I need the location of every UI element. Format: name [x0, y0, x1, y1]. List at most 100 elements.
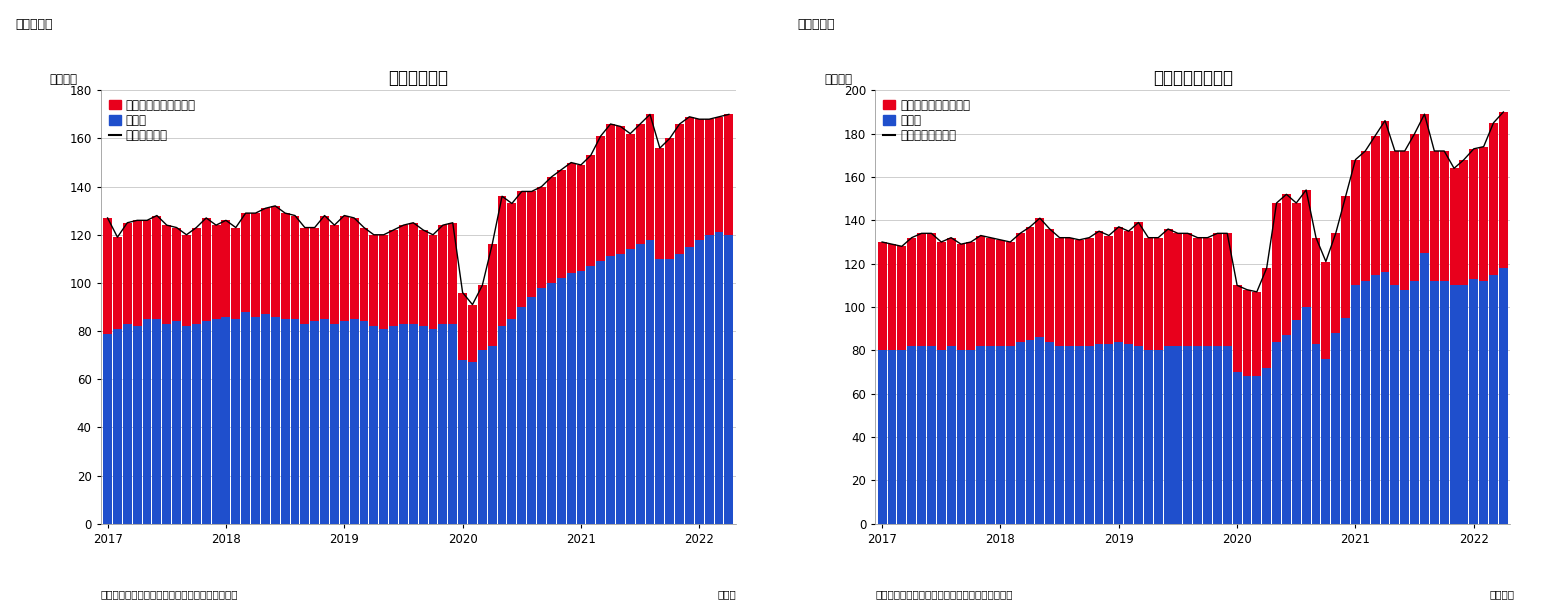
Bar	[1430, 151, 1439, 281]
Bar	[409, 324, 418, 524]
Bar	[459, 360, 468, 524]
Bar	[1391, 285, 1399, 524]
Bar	[113, 237, 122, 329]
Bar	[231, 228, 240, 319]
Bar	[1005, 242, 1015, 346]
Bar	[350, 319, 358, 524]
Bar	[1380, 272, 1389, 524]
Bar	[606, 256, 615, 524]
Bar	[1253, 376, 1261, 524]
Bar	[479, 350, 486, 524]
Bar	[725, 235, 733, 524]
Bar	[1341, 318, 1351, 524]
Bar	[380, 235, 389, 329]
Bar	[1154, 238, 1163, 350]
Bar	[1163, 346, 1173, 524]
Bar	[459, 293, 468, 360]
Bar	[596, 136, 606, 261]
Bar	[1242, 290, 1252, 376]
Bar	[1025, 340, 1035, 524]
Bar	[705, 119, 714, 235]
Bar	[508, 203, 516, 319]
Bar	[438, 225, 448, 324]
Bar	[1351, 285, 1360, 524]
Bar	[705, 235, 714, 524]
Bar	[1134, 346, 1143, 524]
Bar	[122, 324, 132, 524]
Bar	[556, 170, 565, 278]
Bar	[183, 326, 191, 524]
Bar	[1479, 147, 1489, 281]
Bar	[517, 307, 527, 524]
Bar	[133, 326, 141, 524]
Legend: 集合住宅（二戸以上）, 戸建て, 住宅建築許可件数: 集合住宅（二戸以上）, 戸建て, 住宅建築許可件数	[881, 96, 973, 144]
Bar	[567, 163, 576, 273]
Bar	[1075, 240, 1084, 346]
Bar	[967, 242, 976, 350]
Bar	[1095, 231, 1103, 344]
Bar	[1362, 281, 1369, 524]
Text: （図表２）: （図表２）	[798, 18, 835, 31]
Bar	[587, 266, 595, 524]
Bar	[1233, 372, 1242, 524]
Bar	[1104, 344, 1114, 524]
Bar	[1233, 285, 1242, 372]
Bar	[917, 234, 926, 346]
Bar	[1055, 238, 1064, 346]
Bar	[172, 321, 181, 524]
Bar	[468, 305, 477, 362]
Bar	[626, 134, 635, 249]
Bar	[576, 165, 586, 271]
Bar	[448, 223, 457, 324]
Bar	[1292, 320, 1301, 524]
Text: （図表１）: （図表１）	[15, 18, 53, 31]
Bar	[1420, 114, 1428, 253]
Bar	[1066, 238, 1073, 346]
Bar	[926, 234, 936, 346]
Bar	[1046, 229, 1055, 342]
Bar	[1489, 275, 1498, 524]
Title: 住宅着工件数: 住宅着工件数	[389, 69, 448, 87]
Bar	[321, 216, 328, 319]
Bar	[429, 329, 437, 524]
Bar	[617, 254, 624, 524]
Bar	[508, 319, 516, 524]
Bar	[957, 350, 965, 524]
Bar	[996, 240, 1005, 346]
Bar	[1104, 235, 1114, 344]
Bar	[1075, 346, 1084, 524]
Bar	[1213, 234, 1222, 346]
Bar	[271, 317, 280, 524]
Bar	[192, 228, 201, 324]
Bar	[888, 350, 897, 524]
Bar	[908, 238, 915, 346]
Bar	[675, 254, 685, 524]
Bar	[946, 346, 956, 524]
Bar	[1154, 350, 1163, 524]
Bar	[350, 218, 358, 319]
Bar	[1016, 342, 1024, 524]
Bar	[1470, 279, 1478, 524]
Bar	[1272, 203, 1281, 342]
Bar	[1174, 346, 1182, 524]
Bar	[291, 319, 299, 524]
Bar	[576, 271, 586, 524]
Bar	[1066, 346, 1073, 524]
Bar	[1321, 359, 1331, 524]
Legend: 集合住宅（二戸以上）, 戸建て, 住宅着工件数: 集合住宅（二戸以上）, 戸建て, 住宅着工件数	[107, 96, 198, 144]
Bar	[556, 278, 565, 524]
Bar	[1410, 281, 1419, 524]
Bar	[479, 285, 486, 350]
Title: 住宅着工許可件数: 住宅着工許可件数	[1152, 69, 1233, 87]
Bar	[725, 114, 733, 235]
Bar	[1312, 238, 1320, 344]
Bar	[1410, 134, 1419, 281]
Bar	[1163, 229, 1173, 346]
Bar	[359, 321, 369, 524]
Bar	[1292, 203, 1301, 320]
Bar	[1114, 342, 1123, 524]
Bar	[1035, 337, 1044, 524]
Bar	[1400, 151, 1410, 290]
Bar	[996, 346, 1005, 524]
Text: （資料）センサス局よりニッセイ基礎研究所作成: （資料）センサス局よりニッセイ基礎研究所作成	[875, 589, 1013, 599]
